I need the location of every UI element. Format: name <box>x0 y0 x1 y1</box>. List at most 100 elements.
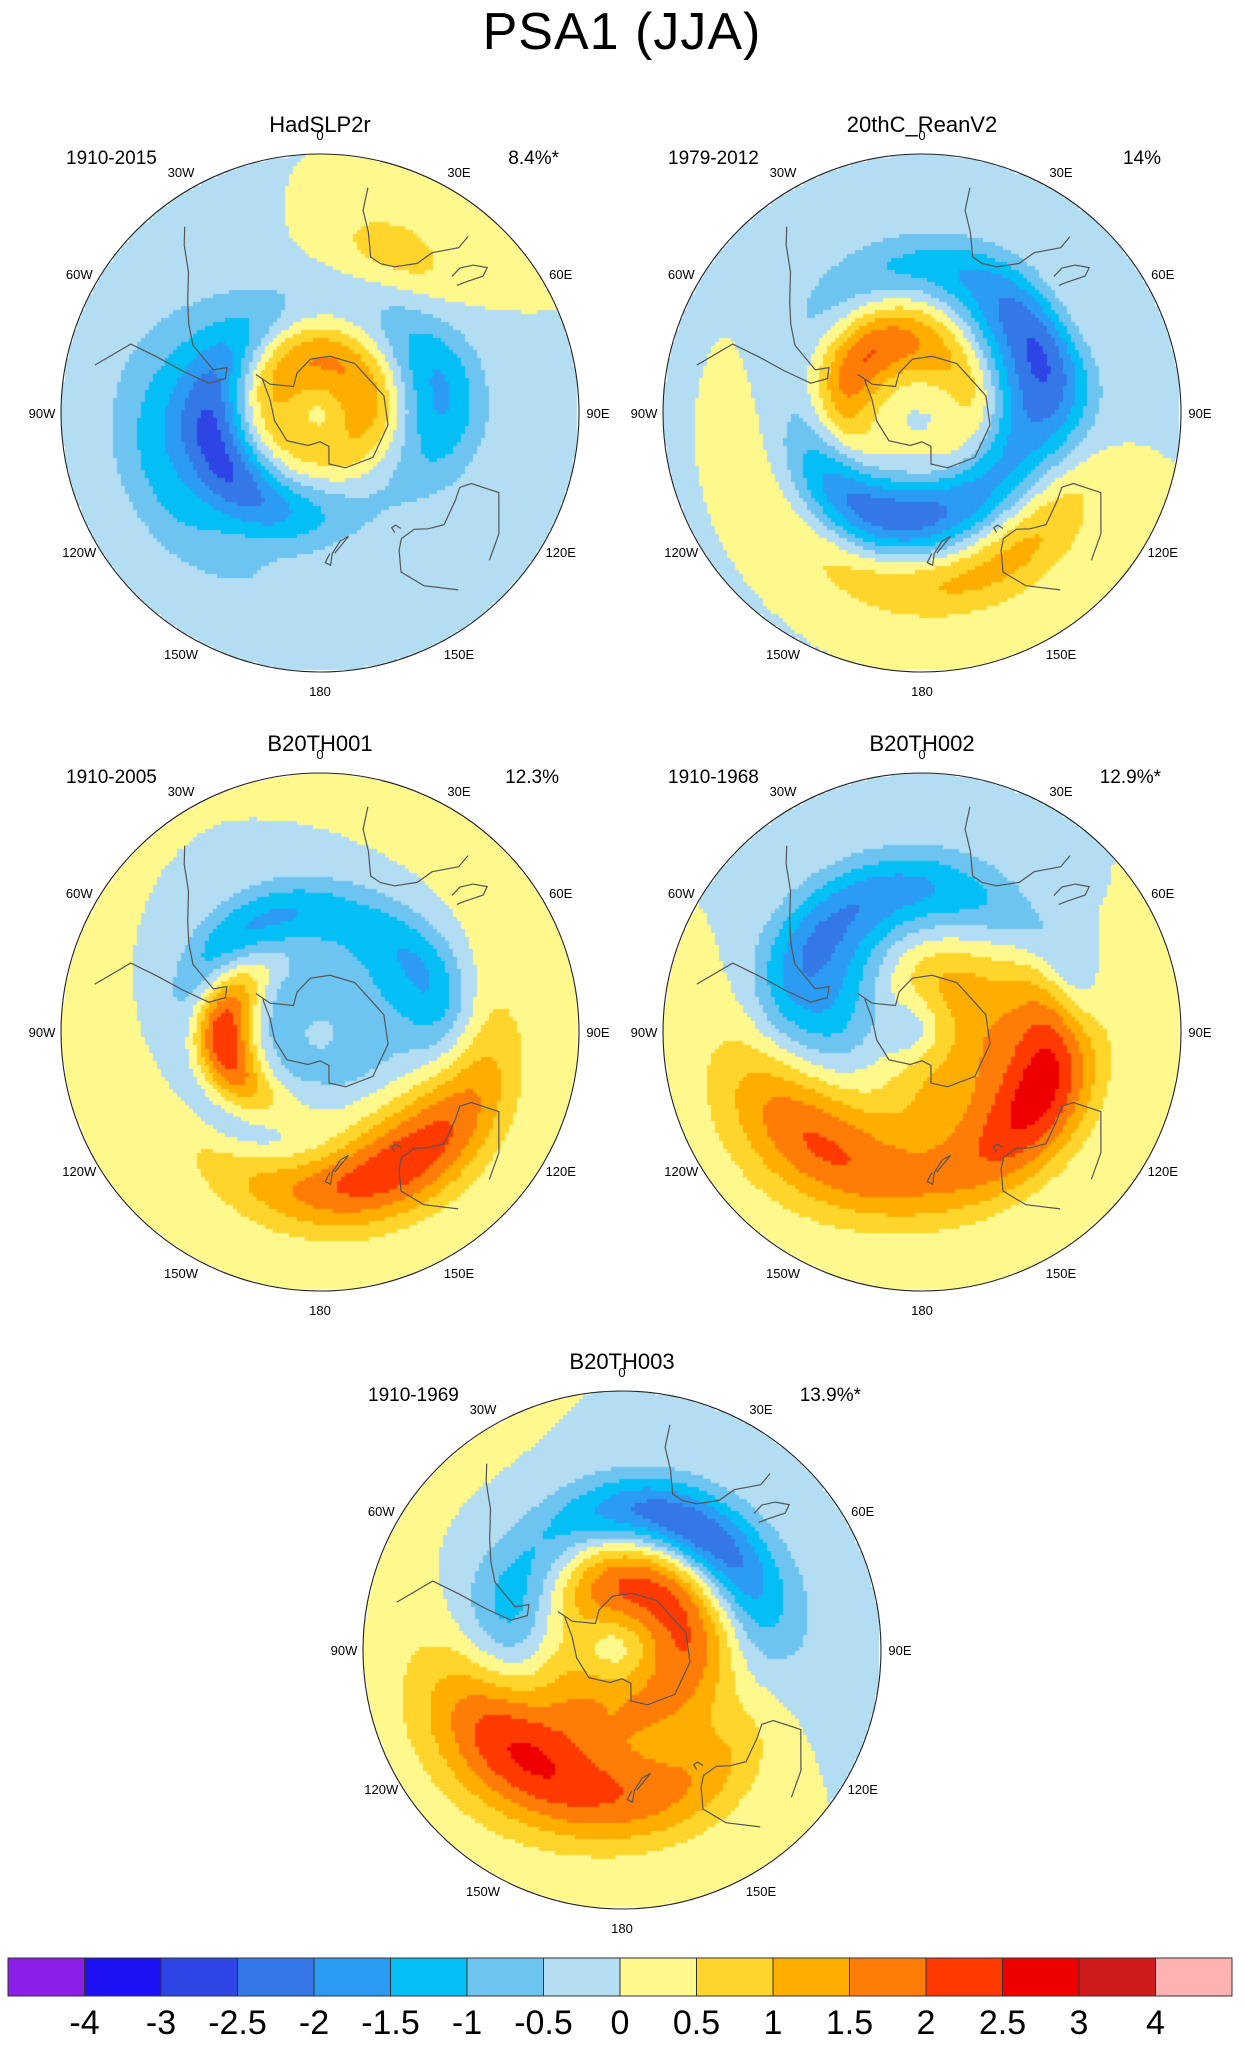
lon-tick-label: 120E <box>1148 545 1179 560</box>
lon-tick-label: 180 <box>309 1303 331 1318</box>
colorbar-swatch <box>237 1958 315 1996</box>
period-label: 1910-1969 <box>368 1385 459 1406</box>
colorbar-swatch <box>467 1958 544 1996</box>
coastline <box>390 1143 402 1152</box>
lon-tick-label: 180 <box>911 1303 933 1318</box>
colorbar-swatch <box>543 1958 621 1996</box>
lon-tick-label: 0 <box>618 1365 625 1380</box>
coastline <box>1053 264 1091 286</box>
lon-tick-label: 150W <box>164 1266 199 1281</box>
coastline <box>992 524 1004 533</box>
lon-tick-label: 0 <box>316 747 323 762</box>
figure-title: PSA1 (JJA) <box>482 3 762 61</box>
lon-tick-label: 60E <box>1151 267 1174 282</box>
lon-tick-label: 120E <box>546 1164 577 1179</box>
colorbar-tick-label: -3 <box>146 2004 176 2042</box>
coastline <box>992 1143 1004 1152</box>
variance-label: 12.9%* <box>1100 767 1162 788</box>
coastline <box>451 883 489 905</box>
colorbar-tick-label: -2.5 <box>208 2004 267 2042</box>
lon-tick-label: 180 <box>911 684 933 699</box>
lon-tick-label: 150E <box>444 647 475 662</box>
lon-tick-label: 90E <box>1188 1025 1211 1040</box>
lon-tick-label: 60W <box>66 886 93 901</box>
lon-tick-label: 150W <box>766 647 801 662</box>
lon-tick-label: 120W <box>664 545 699 560</box>
lon-tick-label: 150E <box>1046 647 1077 662</box>
coastline <box>396 1463 530 1621</box>
colorbar-tick-label: 1.5 <box>826 2004 873 2042</box>
lon-tick-label: 150E <box>746 1884 777 1899</box>
lon-tick-label: 120W <box>62 545 97 560</box>
lon-tick-label: 150W <box>466 1884 501 1899</box>
colorbar-tick-label: 3 <box>1070 2004 1089 2042</box>
coastline <box>692 1761 704 1770</box>
colorbar-swatch <box>696 1958 774 1996</box>
coastline <box>700 1719 802 1828</box>
colorbar-tick-label: 2 <box>917 2004 936 2042</box>
variance-label: 8.4%* <box>508 148 559 169</box>
lon-tick-label: 150E <box>1046 1266 1077 1281</box>
variance-label: 14% <box>1123 148 1161 169</box>
lon-tick-label: 30W <box>770 165 797 180</box>
map-panel-1: 0 30E 60E 90E 120E 150E 180 150W 120W 90W 60W 30W Ha… <box>29 112 610 699</box>
anomaly-field <box>363 1391 881 1909</box>
coastline <box>1000 482 1102 591</box>
colorbar-swatch <box>390 1958 468 1996</box>
colorbar-swatch <box>314 1958 391 1996</box>
panel-title: B20TH002 <box>869 731 974 756</box>
coastline <box>696 226 830 384</box>
lon-tick-label: 30E <box>447 784 470 799</box>
lon-tick-label: 30E <box>1049 784 1072 799</box>
lon-tick-label: 90E <box>586 1025 609 1040</box>
colorbar-swatch <box>620 1958 697 1996</box>
lon-tick-label: 0 <box>918 128 925 143</box>
colorbar-tick-label: 0 <box>611 2004 630 2042</box>
lon-tick-label: 30W <box>168 784 195 799</box>
coastline <box>557 1592 691 1706</box>
colorbar-swatch <box>161 1958 238 1996</box>
coastline <box>398 482 500 591</box>
lon-tick-label: 60E <box>549 886 572 901</box>
coastline <box>926 1154 951 1186</box>
lon-tick-label: 120W <box>62 1164 97 1179</box>
coastline <box>255 974 389 1088</box>
coastline <box>362 187 469 268</box>
colorbar-swatch <box>8 1958 85 1996</box>
period-label: 1910-2005 <box>66 767 157 788</box>
colorbar-tick-label: -1 <box>452 2004 482 2042</box>
colorbar-tick-label: -4 <box>69 2004 99 2042</box>
lon-tick-label: 90E <box>586 406 609 421</box>
lon-tick-label: 90W <box>331 1643 358 1658</box>
lon-tick-label: 60E <box>549 267 572 282</box>
anomaly-field <box>61 773 579 1291</box>
colorbar-swatch <box>1155 1958 1233 1996</box>
lon-tick-label: 150E <box>444 1266 475 1281</box>
coastline <box>664 1424 771 1505</box>
colorbar-tick-label: -0.5 <box>514 2004 573 2042</box>
lon-tick-label: 150W <box>164 647 199 662</box>
lon-tick-label: 90W <box>29 1025 56 1040</box>
lon-tick-label: 120E <box>546 545 577 560</box>
colorbar: -4 -3 -2.5 -2 -1.5 -1 -0.5 0 0.5 1 1.5 2 2.5 3 4 <box>7 1957 1233 2042</box>
period-label: 1910-2015 <box>66 148 157 169</box>
lon-tick-label: 120W <box>664 1164 699 1179</box>
colorbar-swatch <box>1079 1958 1156 1996</box>
map-panel-3: 0 30E 60E 90E 120E 150E 180 150W 120W 90W 60W 30W B2… <box>29 731 610 1318</box>
coastline <box>390 524 402 533</box>
colorbar-tick-label: 1 <box>764 2004 783 2042</box>
coastline <box>324 535 349 567</box>
map-outline <box>662 772 1182 1292</box>
panel-title: B20TH001 <box>267 731 372 756</box>
colorbar-swatch <box>926 1958 1003 1996</box>
lon-tick-label: 120E <box>848 1782 879 1797</box>
anomaly-field <box>61 154 579 672</box>
lon-tick-label: 60E <box>851 1504 874 1519</box>
lon-tick-label: 180 <box>611 1921 633 1936</box>
coastline <box>324 1154 349 1186</box>
lon-tick-label: 30W <box>168 165 195 180</box>
map-panel-2: 0 30E 60E 90E 120E 150E 180 150W 120W 90W 60W 30W 20… <box>631 112 1212 699</box>
coastline <box>964 806 1071 887</box>
lon-tick-label: 90W <box>631 1025 658 1040</box>
map-outline <box>362 1390 882 1910</box>
